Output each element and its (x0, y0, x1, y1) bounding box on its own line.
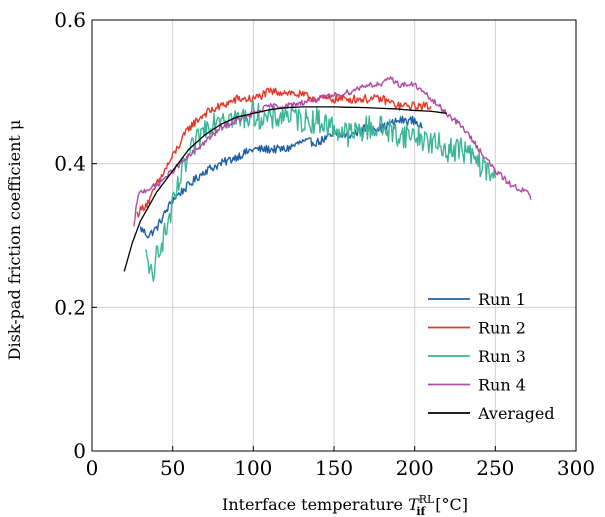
x-tick-label: 0 (86, 456, 99, 480)
x-tick-label: 200 (396, 456, 434, 480)
legend-label-run-4: Run 4 (478, 376, 526, 395)
y-tick-label: 0.6 (54, 8, 86, 32)
series-line-run-1 (139, 115, 423, 239)
x-tick-label: 250 (476, 456, 514, 480)
x-axis-label-text: Interface temperature (222, 495, 403, 514)
y-tick-label: 0 (73, 439, 86, 463)
legend: Run 1 Run 2 Run 3 Run 4 Averaged (428, 290, 555, 423)
x-axis-label: Interface temperature TRL if [°C] (222, 493, 468, 517)
x-tick-label: 150 (315, 456, 353, 480)
x-axis-label-symbol: T (408, 495, 420, 514)
series-line-run-3 (144, 100, 496, 282)
legend-label-averaged: Averaged (477, 404, 555, 423)
y-axis-label: Disk-pad friction coefficient μ (5, 120, 24, 361)
y-tick-label: 0.4 (54, 152, 86, 176)
series-line-run-2 (136, 87, 432, 218)
x-axis-label-superscript: RL (419, 493, 435, 506)
x-tick-label: 100 (234, 456, 272, 480)
y-tick-label: 0.2 (54, 295, 86, 319)
x-axis-label-unit: [°C] (435, 495, 468, 514)
legend-label-run-1: Run 1 (478, 290, 526, 309)
grid (92, 20, 576, 451)
x-axis-label-subscript: if (416, 505, 426, 517)
series-line-run-4 (133, 76, 532, 227)
x-tick-label: 300 (557, 456, 595, 480)
x-tick-label: 50 (160, 456, 185, 480)
series-line-averaged (123, 106, 447, 272)
legend-label-run-3: Run 3 (478, 347, 526, 366)
legend-label-run-2: Run 2 (478, 319, 526, 338)
series-layer (123, 76, 532, 282)
ticks: 0 50 100 150 200 250 300 0 0.2 0.4 0.6 (54, 8, 595, 480)
